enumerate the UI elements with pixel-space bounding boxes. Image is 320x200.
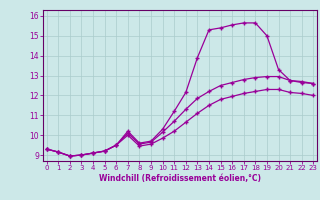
X-axis label: Windchill (Refroidissement éolien,°C): Windchill (Refroidissement éolien,°C) [99, 174, 261, 183]
